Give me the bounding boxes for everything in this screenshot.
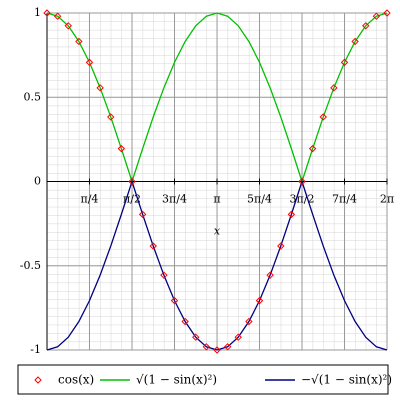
x-tick-label: 3π/4	[162, 193, 187, 206]
data-point	[277, 242, 285, 250]
data-point	[245, 317, 253, 326]
data-point	[266, 271, 274, 279]
x-tick-label: 7π/4	[332, 193, 357, 206]
x-tick-label: π	[213, 193, 220, 206]
y-tick-label: -0.5	[20, 259, 41, 272]
data-point	[308, 144, 317, 153]
data-point	[96, 84, 104, 92]
data-point	[149, 242, 157, 250]
data-point	[319, 113, 327, 121]
data-point	[53, 12, 62, 20]
x-tick-label: 3π/2	[290, 193, 315, 206]
data-point	[362, 22, 370, 30]
x-tick-label: 2π	[380, 193, 394, 206]
data-point	[170, 296, 179, 305]
y-tick-label: 0.5	[24, 90, 42, 103]
data-point	[160, 271, 168, 279]
x-tick-label: π/4	[81, 193, 99, 206]
x-tick-label: 5π/4	[247, 193, 272, 206]
data-point	[372, 12, 381, 20]
data-point	[298, 177, 306, 186]
series-line	[46, 12, 388, 184]
data-point	[192, 333, 200, 341]
data-point	[340, 58, 349, 67]
legend-label: −√(1 − sin(x)²)	[301, 373, 392, 387]
data-point	[287, 210, 296, 219]
data-point	[255, 296, 264, 305]
data-point	[128, 177, 136, 186]
y-tick-label: 1	[34, 6, 41, 19]
y-tick-label: 0	[34, 175, 41, 188]
data-point	[75, 37, 83, 46]
data-point	[330, 84, 338, 92]
x-axis-label: x	[214, 225, 221, 238]
data-point	[117, 144, 126, 153]
data-point	[223, 343, 232, 351]
legend-box	[17, 364, 389, 395]
legend-label: cos(x)	[58, 373, 94, 387]
data-point	[213, 346, 221, 354]
data-point	[234, 333, 242, 341]
data-point	[107, 113, 115, 121]
data-point	[138, 210, 147, 219]
data-point	[351, 37, 359, 46]
data-point	[181, 317, 189, 326]
data-point	[202, 343, 211, 351]
data-point	[43, 9, 51, 17]
series-line	[46, 179, 388, 351]
data-point	[64, 22, 72, 30]
legend-marker	[34, 376, 42, 384]
legend-label: √(1 − sin(x)²)	[136, 373, 217, 387]
data-point	[85, 58, 94, 67]
data-point	[383, 9, 391, 17]
y-tick-label: -1	[30, 343, 41, 356]
